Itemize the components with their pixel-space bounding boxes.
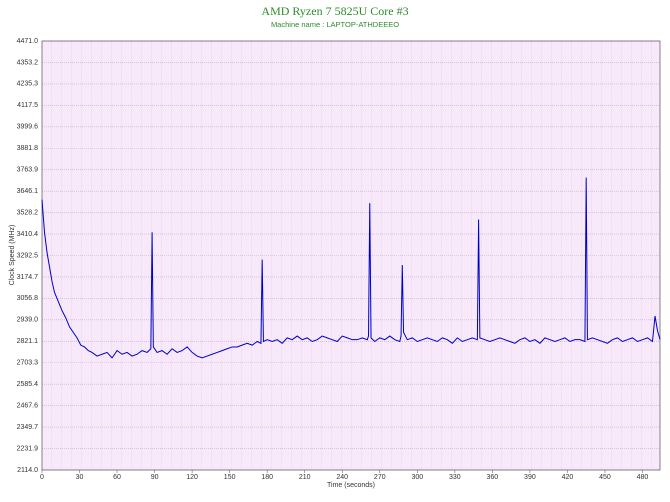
x-tick-label: 150 — [224, 474, 236, 481]
y-tick-label: 3763.9 — [17, 167, 39, 174]
x-tick-label: 330 — [449, 474, 461, 481]
x-tick-label: 420 — [562, 474, 574, 481]
x-tick-label: 90 — [151, 474, 159, 481]
y-tick-label: 2349.7 — [17, 424, 39, 431]
y-tick-label: 2114.0 — [17, 467, 38, 474]
clock-line — [41, 177, 661, 359]
y-tick-label: 3410.4 — [17, 231, 39, 238]
x-tick-label: 0 — [40, 474, 44, 481]
x-tick-label: 30 — [76, 474, 84, 481]
x-tick-label: 390 — [524, 474, 536, 481]
y-tick-label: 4353.2 — [17, 59, 39, 66]
y-tick-label: 2821.1 — [17, 338, 39, 345]
y-tick-label: 4117.5 — [17, 102, 38, 109]
y-tick-label: 2939.0 — [17, 317, 39, 324]
x-tick-label: 210 — [299, 474, 311, 481]
y-tick-label: 3292.5 — [17, 252, 39, 259]
x-tick-label: 180 — [261, 474, 273, 481]
x-tick-label: 300 — [411, 474, 423, 481]
x-tick-label: 240 — [336, 474, 348, 481]
x-axis-label: Time (seconds) — [327, 482, 375, 489]
x-tick-label: 270 — [374, 474, 386, 481]
chart-subtitle: Machine name : LAPTOP-ATHDEEEO — [271, 20, 399, 29]
y-tick-label: 2467.6 — [17, 402, 39, 409]
x-tick-label: 120 — [186, 474, 198, 481]
y-tick-label: 3881.8 — [17, 145, 39, 152]
chart-title: AMD Ryzen 7 5825U Core #3 — [261, 4, 408, 18]
x-tick-label: 60 — [113, 474, 121, 481]
x-tick-label: 360 — [487, 474, 499, 481]
plot-frame — [41, 40, 661, 471]
x-tick-label: 450 — [599, 474, 611, 481]
y-axis-label: Clock Speed (MHz) — [9, 225, 16, 286]
y-tick-label: 2703.3 — [17, 360, 39, 367]
y-tick-label: 3528.2 — [17, 209, 39, 216]
y-tick-label: 3174.7 — [17, 274, 39, 281]
y-tick-label: 3646.1 — [17, 188, 39, 195]
y-tick-label: 2231.9 — [17, 445, 39, 452]
y-tick-label: 3999.6 — [17, 124, 39, 131]
y-tick-label: 3056.8 — [17, 295, 39, 302]
y-tick-label: 4471.0 — [17, 38, 39, 45]
y-tick-label: 4235.3 — [17, 81, 39, 88]
x-tick-label: 480 — [637, 474, 649, 481]
y-tick-label: 2585.4 — [17, 381, 39, 388]
